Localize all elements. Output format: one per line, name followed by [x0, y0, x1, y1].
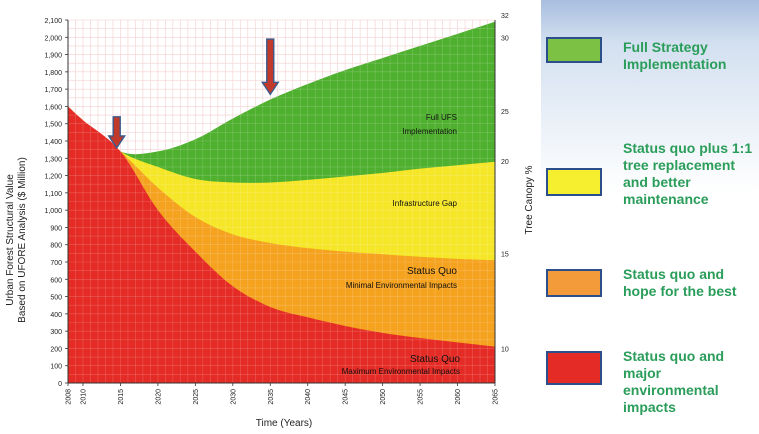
down-arrow-icon: [107, 116, 127, 150]
y-tick-label: 1,300: [44, 156, 62, 163]
y-tick-label: 600: [50, 277, 62, 284]
y-tick-label: 1,000: [44, 208, 62, 215]
y-tick-label: 400: [50, 312, 62, 319]
y-tick-label: 200: [50, 346, 62, 353]
y-tick-label: 1,500: [44, 122, 62, 129]
legend-panel: Full Strategy Implementation Status quo …: [541, 0, 759, 429]
y-tick-label: 2,100: [44, 18, 62, 25]
y-tick-label: 1,600: [44, 104, 62, 111]
x-tick-label: 2030: [230, 389, 237, 405]
y-tick-label: 1,800: [44, 70, 62, 77]
y-tick-label: 300: [50, 329, 62, 336]
secondary-y-axis-title: Tree Canopy %: [524, 165, 535, 234]
x-tick-label: 2035: [268, 389, 275, 405]
legend-label-hope: Status quo and hope for the best: [623, 266, 737, 299]
secondary-y-tick-label: 30: [501, 35, 509, 42]
x-tick-label: 2050: [380, 389, 387, 405]
y-tick-label: 800: [50, 243, 62, 250]
y-tick-label: 100: [50, 364, 62, 371]
y-axis-title-line-1: Urban Forest Structural Value: [5, 174, 16, 306]
y-axis-title-line-2: Based on UFORE Analysis ($ Million): [17, 157, 28, 323]
label-status-quo-maximum-line-1: Status Quo: [410, 354, 460, 365]
label-status-quo-minimal-line-1: Status Quo: [407, 266, 457, 277]
label-status-quo-maximum-line-2: Maximum Environmental Impacts: [342, 367, 460, 376]
x-tick-label: 2045: [343, 389, 350, 405]
legend-label-full-strategy: Full Strategy Implementation: [623, 39, 727, 72]
y-tick-label: 2,000: [44, 35, 62, 42]
legend-label-status-quo-plus: Status quo plus 1:1 tree replacement and…: [623, 140, 753, 207]
label-infrastructure-gap-line-1: Infrastructure Gap: [393, 199, 458, 208]
y-tick-label: 500: [50, 295, 62, 302]
x-tick-label: 2055: [418, 389, 425, 405]
x-tick-label: 2010: [80, 389, 87, 405]
x-tick-label: 2025: [193, 389, 200, 405]
y-tick-label: 700: [50, 260, 62, 267]
x-tick-label: 2015: [118, 389, 125, 405]
y-tick-label: 1,400: [44, 139, 62, 146]
chart-svg: 0 100 200 300 400 500 600 700 800 900 1,000 1,100 1,…: [5, 12, 535, 429]
y-tick-label: 900: [50, 225, 62, 232]
legend-swatch-orange: [546, 269, 602, 297]
secondary-y-tick-label: 32: [501, 13, 509, 20]
chart-area: 0 100 200 300 400 500 600 700 800 900 1,000 1,100 1,…: [5, 12, 535, 429]
x-tick-label: 2040: [305, 389, 312, 405]
down-arrow-icon: [260, 38, 280, 96]
x-tick-label: 2008: [66, 389, 73, 405]
legend-swatch-red: [546, 351, 602, 385]
legend-label-major-impacts: Status quo and major environmental impac…: [623, 348, 725, 415]
legend-swatch-yellow: [546, 168, 602, 196]
y-tick-label: 1,100: [44, 191, 62, 198]
y-tick-label: 1,700: [44, 87, 62, 94]
y-tick-label: 0: [58, 381, 62, 388]
y-tick-label: 1,200: [44, 174, 62, 181]
label-status-quo-minimal-line-2: Minimal Environmental Impacts: [346, 281, 457, 290]
secondary-y-tick-label: 25: [501, 109, 509, 116]
legend-swatch-green: [546, 37, 602, 63]
area-status-quo-maximum-impacts: [68, 106, 495, 383]
label-full-ufs-line-2: Implementation: [402, 127, 457, 136]
secondary-y-tick-label: 15: [501, 251, 509, 258]
x-tick-label: 2065: [493, 389, 500, 405]
secondary-y-tick-label: 10: [501, 346, 509, 353]
label-full-ufs-line-1: Full UFS: [426, 113, 457, 122]
y-tick-label: 1,900: [44, 53, 62, 60]
secondary-y-tick-label: 20: [501, 159, 509, 166]
x-axis-title: Time (Years): [256, 418, 313, 429]
x-tick-label: 2020: [155, 389, 162, 405]
x-tick-label: 2060: [455, 389, 462, 405]
